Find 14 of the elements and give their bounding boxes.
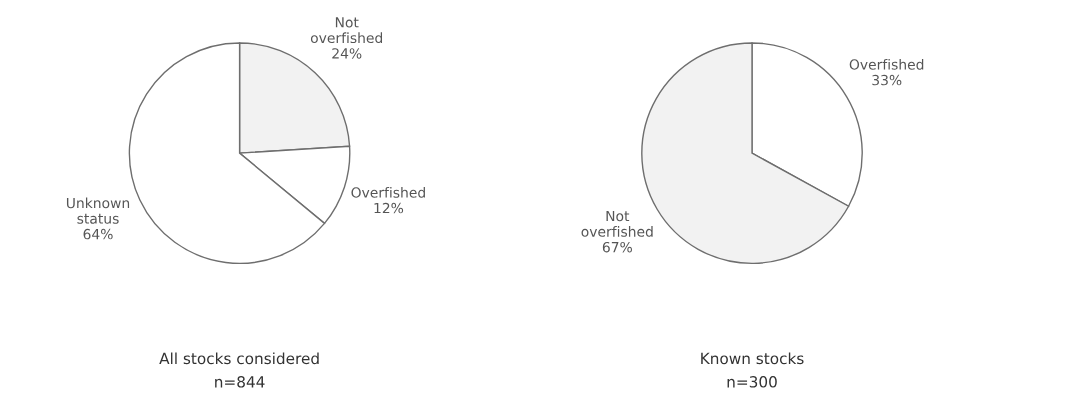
data-label: 67% [602,241,632,253]
slice-label: Overfished [351,187,425,198]
data-label: 24% [332,48,362,59]
slice-label: Not overfished [581,210,653,237]
slice-label: Overfished [849,58,924,70]
data-label: 12% [374,202,404,214]
slice-label: Not overfished [310,17,383,44]
data-label: 64% [83,228,113,240]
text: n=300 [727,376,777,388]
data-label: 33% [872,74,902,86]
text: All stocks considered [159,352,319,365]
slice-label: Unknown status [66,197,130,224]
text: Known stocks [701,352,804,365]
text: n=844 [215,376,265,388]
